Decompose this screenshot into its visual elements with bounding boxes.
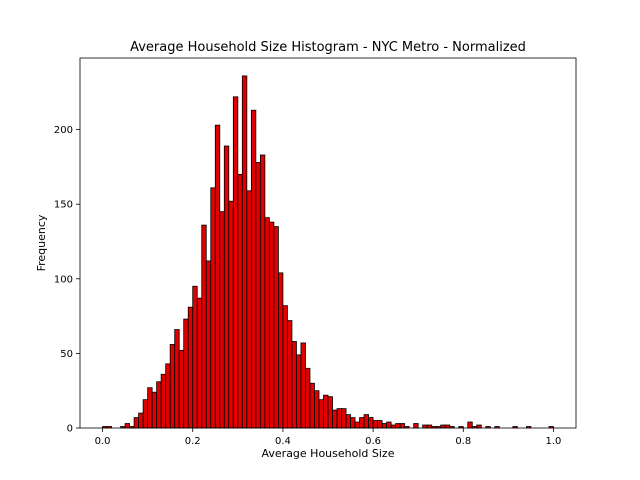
- histogram-bar: [250, 109, 257, 429]
- histogram-bar: [237, 173, 243, 429]
- histogram-bar: [124, 423, 131, 429]
- histogram-bar: [205, 260, 212, 429]
- x-tick-label: 0.6: [365, 436, 381, 447]
- histogram-bar: [178, 350, 185, 429]
- histogram-bar: [426, 424, 433, 429]
- y-tick-label: 50: [60, 349, 73, 360]
- histogram-bar: [183, 318, 189, 429]
- histogram-bar: [377, 420, 383, 429]
- histogram-bar: [246, 190, 252, 429]
- histogram-bar: [142, 399, 149, 429]
- histogram-bar: [291, 341, 297, 429]
- histogram-bar: [336, 408, 342, 429]
- histogram-bar: [214, 124, 221, 429]
- histogram-bar: [440, 424, 446, 429]
- histogram-bar: [413, 423, 419, 429]
- histogram-bar: [345, 414, 351, 429]
- histogram-bar: [341, 408, 347, 429]
- y-axis-label: Frequency: [35, 214, 48, 271]
- histogram-bar: [354, 421, 360, 429]
- histogram-bar: [399, 423, 406, 429]
- histogram-bar: [467, 421, 473, 429]
- histogram-bar: [332, 409, 338, 429]
- x-tick-label: 0.2: [185, 436, 201, 447]
- histogram-bar: [192, 285, 198, 429]
- histogram-bar: [133, 417, 140, 429]
- histogram-bar: [296, 354, 302, 429]
- histogram-bar: [318, 399, 324, 429]
- histogram-bar: [359, 417, 365, 429]
- histogram-bar: [147, 387, 153, 429]
- plot-frame: [79, 57, 577, 429]
- x-tick-label: 1.0: [546, 436, 562, 447]
- y-tick-label: 0: [67, 424, 73, 435]
- histogram-bar: [309, 382, 315, 429]
- histogram-bar: [305, 367, 311, 429]
- histogram-bar: [169, 344, 176, 429]
- histogram-bar: [223, 145, 230, 429]
- histogram-bar: [444, 424, 451, 429]
- histogram-bar: [151, 391, 158, 429]
- x-tick-label: 0.0: [95, 436, 111, 447]
- y-tick-label: 200: [54, 125, 73, 136]
- histogram-bar: [268, 221, 275, 429]
- histogram-bar: [160, 373, 167, 429]
- histogram-bar: [259, 154, 266, 429]
- histogram-bar: [386, 421, 392, 429]
- histogram-bar: [368, 417, 374, 429]
- x-axis: 0.0 0.2 0.4 0.6 0.8 1.0: [95, 428, 562, 447]
- histogram-bar: [422, 424, 428, 429]
- histogram-bar: [323, 394, 329, 429]
- histogram-bar: [241, 75, 248, 429]
- bars-group: [102, 75, 554, 429]
- histogram-bar: [165, 363, 171, 429]
- y-axis: 0 50 100 150 200: [54, 125, 80, 435]
- histogram-bar: [476, 424, 482, 429]
- x-axis-label: Average Household Size: [262, 447, 395, 460]
- histogram-bar: [187, 306, 194, 429]
- histogram-bar: [363, 414, 369, 429]
- histogram-bar: [314, 390, 320, 429]
- x-tick-label: 0.4: [275, 436, 291, 447]
- histogram-bar: [196, 297, 203, 429]
- histogram-bar: [264, 217, 270, 429]
- histogram-bar: [287, 320, 293, 429]
- histogram-bar: [395, 423, 401, 429]
- histogram-bar: [327, 396, 333, 429]
- chart-title: Average Household Size Histogram - NYC M…: [130, 40, 526, 55]
- histogram-bar: [350, 417, 356, 429]
- histogram-bar: [390, 424, 397, 429]
- histogram-bar: [232, 96, 239, 429]
- histogram-bar: [381, 423, 388, 429]
- histogram-bar: [372, 420, 379, 429]
- histogram-bar: [219, 211, 225, 429]
- histogram-bar: [255, 162, 261, 429]
- histogram-bar: [138, 412, 144, 429]
- y-tick-label: 150: [54, 200, 73, 211]
- histogram-bar: [174, 329, 180, 429]
- histogram-bar: [210, 187, 216, 429]
- histogram-bar: [282, 305, 288, 429]
- histogram-bar: [277, 272, 284, 429]
- histogram-bar: [156, 381, 162, 429]
- histogram-bar: [273, 226, 279, 429]
- y-tick-label: 100: [54, 274, 73, 285]
- histogram-bar: [228, 200, 234, 429]
- x-tick-label: 0.8: [455, 436, 471, 447]
- histogram-bar: [300, 342, 306, 429]
- histogram-bar: [201, 224, 207, 429]
